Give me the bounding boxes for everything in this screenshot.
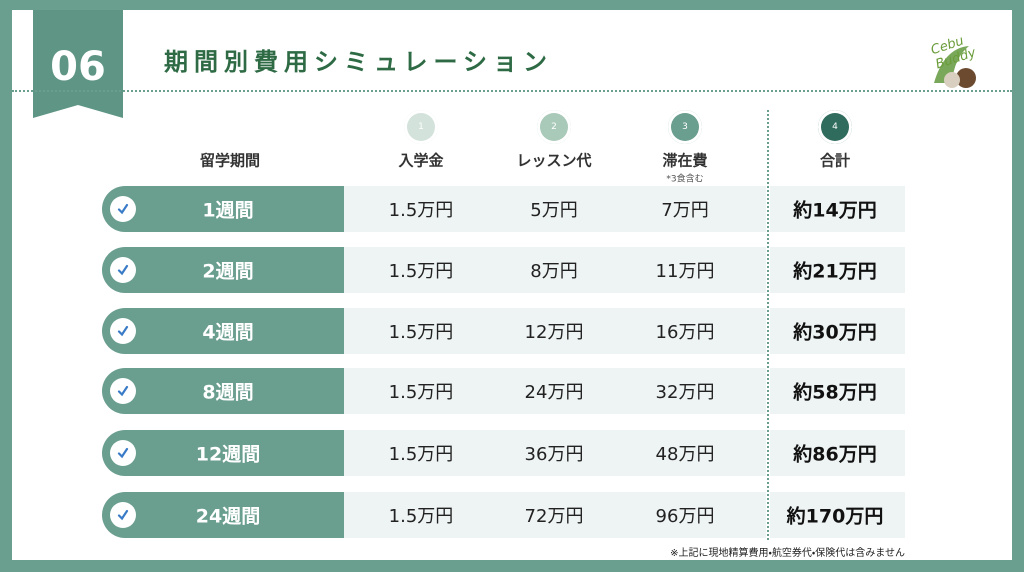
- step-circle: 2: [537, 110, 571, 144]
- cost-value: 8万円: [530, 261, 578, 282]
- cost-value: 1.5万円: [388, 322, 454, 343]
- header-period: 留学期間: [199, 151, 261, 170]
- cost-value: 12万円: [524, 322, 584, 343]
- total-value: 約30万円: [793, 321, 877, 344]
- check-mark: [117, 325, 129, 337]
- total-value: 約14万円: [793, 199, 877, 222]
- total-value: 約58万円: [793, 381, 877, 404]
- logo-art: [934, 46, 976, 88]
- cost-value: 11万円: [655, 261, 715, 282]
- header-label: レッスン代: [516, 151, 592, 170]
- cost-value: 1.5万円: [388, 506, 454, 527]
- cost-value: 1.5万円: [388, 261, 454, 282]
- total-value: 約170万円: [786, 505, 884, 528]
- period-pill: [102, 247, 344, 293]
- check-mark: [117, 264, 129, 276]
- check-mark: [117, 509, 129, 521]
- period-pill: [102, 492, 344, 538]
- cost-cell: [344, 247, 766, 293]
- cost-value: 32万円: [655, 382, 715, 403]
- total-value: 約21万円: [793, 260, 877, 283]
- cost-cell: [344, 492, 766, 538]
- cost-value: 5万円: [530, 200, 578, 221]
- cost-cell: [344, 186, 766, 232]
- cost-cell: [344, 368, 766, 414]
- header-note: *3食含む: [666, 174, 704, 185]
- header-label: 滞在費: [662, 151, 708, 170]
- badge: [33, 10, 123, 118]
- period-pill: [102, 430, 344, 476]
- panel: 06 期間別費用シミュレーション Cebu Buddy ※上記に現地精算費用・航…: [12, 10, 1012, 560]
- total-cell: [770, 308, 905, 354]
- total-cell: [770, 492, 905, 538]
- step-circle: 3: [668, 110, 702, 144]
- title: 期間別費用シミュレーション: [164, 48, 554, 76]
- total-cell: [770, 186, 905, 232]
- cost-value: 1.5万円: [388, 382, 454, 403]
- period-label: 24週間: [195, 505, 261, 528]
- header-label: 合計: [819, 151, 851, 170]
- check-icon: [110, 196, 136, 222]
- cost-value: 7万円: [661, 200, 709, 221]
- step-circle: 1: [404, 110, 438, 144]
- check-icon: [110, 440, 136, 466]
- period-label: 1週間: [202, 199, 254, 222]
- divider: [12, 90, 1012, 92]
- total-cell: [770, 247, 905, 293]
- period-pill: [102, 368, 344, 414]
- cost-value: 16万円: [655, 322, 715, 343]
- cost-value: 1.5万円: [388, 200, 454, 221]
- period-pill: [102, 308, 344, 354]
- check-icon: [110, 502, 136, 528]
- total-cell: [770, 430, 905, 476]
- period-label: 2週間: [202, 260, 254, 283]
- cost-value: 96万円: [655, 506, 715, 527]
- check-icon: [110, 378, 136, 404]
- column-divider: [767, 110, 769, 540]
- total-value: 約86万円: [793, 443, 877, 466]
- cost-cell: [344, 308, 766, 354]
- cost-cell: [344, 430, 766, 476]
- total-cell: [770, 368, 905, 414]
- footnote: ※上記に現地精算費用・航空券代・保険代は含みません: [670, 548, 905, 559]
- cost-value: 1.5万円: [388, 444, 454, 465]
- check-icon: [110, 257, 136, 283]
- step-circle: 4: [818, 110, 852, 144]
- cost-value: 36万円: [524, 444, 584, 465]
- period-label: 12週間: [195, 443, 261, 466]
- badge-number: 06: [50, 44, 106, 90]
- period-label: 8週間: [202, 381, 254, 404]
- check-icon: [110, 318, 136, 344]
- cost-value: 48万円: [655, 444, 715, 465]
- cost-value: 72万円: [524, 506, 584, 527]
- header-label: 入学金: [398, 151, 444, 170]
- cost-value: 24万円: [524, 382, 584, 403]
- period-pill: [102, 186, 344, 232]
- check-mark: [117, 385, 129, 397]
- check-mark: [117, 203, 129, 215]
- period-label: 4週間: [202, 321, 254, 344]
- check-mark: [117, 447, 129, 459]
